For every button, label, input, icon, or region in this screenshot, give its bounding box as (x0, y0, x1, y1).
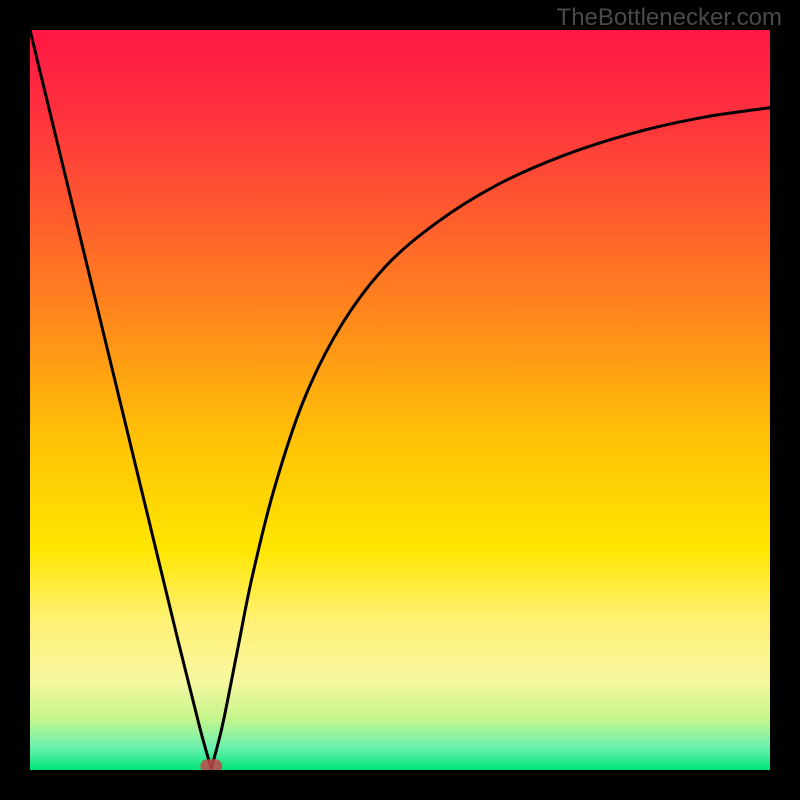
bottleneck-curve-right (211, 108, 770, 769)
watermark-text: TheBottlenecker.com (557, 4, 782, 32)
bottleneck-curve-svg (30, 30, 770, 770)
plot-area (30, 30, 770, 770)
bottleneck-curve-left (30, 30, 211, 769)
chart-frame: TheBottlenecker.com (0, 0, 800, 800)
optimum-marker (200, 759, 222, 770)
